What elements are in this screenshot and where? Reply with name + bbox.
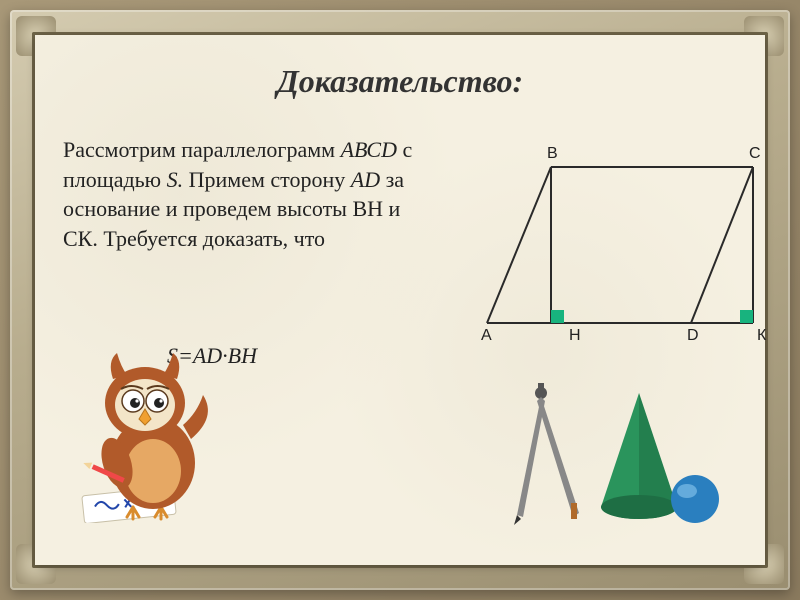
para-seg-1: Рассмотрим параллелограмм — [63, 137, 341, 162]
proof-paragraph: Рассмотрим параллелограмм АВСD с площадь… — [63, 135, 423, 254]
para-s: S. — [167, 167, 184, 192]
para-ad: АD — [351, 167, 380, 192]
parallelogram-diagram: А В С D Н К — [475, 155, 785, 355]
owl-illustration — [73, 343, 243, 523]
diagram-svg — [475, 155, 785, 355]
label-D: D — [687, 327, 699, 345]
para-seg-3: Примем сторону — [183, 167, 351, 192]
para-abcd: АВСD — [341, 137, 397, 162]
label-B: В — [547, 145, 558, 163]
label-K: К — [757, 327, 766, 345]
label-C: С — [749, 145, 761, 163]
slide-title: Доказательство: — [35, 35, 765, 100]
shapes-illustration — [489, 375, 719, 525]
slide-paper: Доказательство: Рассмотрим параллелограм… — [35, 35, 765, 565]
label-A: А — [481, 327, 492, 345]
label-H: Н — [569, 327, 581, 345]
